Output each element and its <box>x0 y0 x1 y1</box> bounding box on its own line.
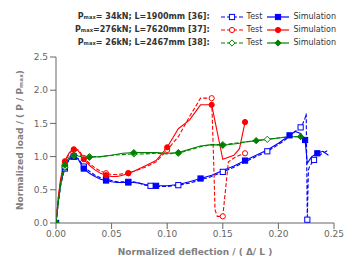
svg-text:Normalized deflection / ( Δ/ L: Normalized deflection / ( Δ/ L ) <box>118 247 273 257</box>
html-text:Test: Test <box>246 25 263 34</box>
svg-text:2.5: 2.5 <box>34 52 48 62</box>
svg-text:1.0: 1.0 <box>34 152 49 162</box>
html-text:Pₘₐₓ= 26kN; L=2467mm [38]:: Pₘₐₓ= 26kN; L=2467mm [38]: <box>77 38 210 47</box>
html-text:Simulation: Simulation <box>293 25 336 34</box>
svg-text:0.10: 0.10 <box>157 229 177 239</box>
svg-text:0.00: 0.00 <box>46 229 66 239</box>
svg-text:Normalized load / ( P / Pₘₐₓ): Normalized load / ( P / Pₘₐₓ) <box>15 70 25 210</box>
svg-text:0.20: 0.20 <box>268 229 288 239</box>
html-text:Pₘₐₓ= 34kN; L=1900mm [36]:: Pₘₐₓ= 34kN; L=1900mm [36]: <box>77 12 210 21</box>
svg-text:0.05: 0.05 <box>102 229 122 239</box>
svg-text:0.5: 0.5 <box>34 185 48 195</box>
html-text:Test: Test <box>246 12 263 21</box>
svg-text:0.25: 0.25 <box>324 229 344 239</box>
html-text:Test: Test <box>246 38 263 47</box>
svg-text:0.0: 0.0 <box>34 218 49 228</box>
html-text:Simulation: Simulation <box>293 12 336 21</box>
svg-text:0.15: 0.15 <box>213 229 233 239</box>
html-text:Simulation: Simulation <box>293 38 336 47</box>
html-text:Pₘₐₓ=276kN; L=7620mm [37]:: Pₘₐₓ=276kN; L=7620mm [37]: <box>74 25 210 34</box>
svg-text:2.0: 2.0 <box>34 85 49 95</box>
svg-text:1.5: 1.5 <box>34 119 48 129</box>
